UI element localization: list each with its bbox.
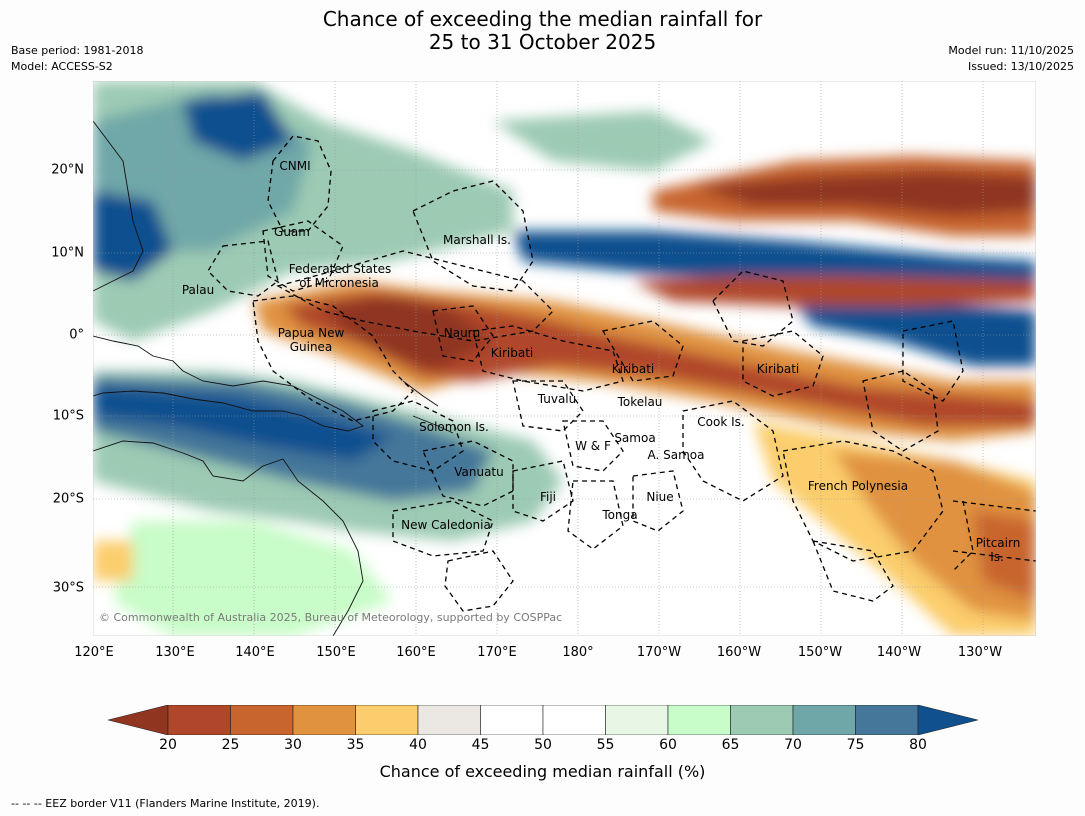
place-tokelau: Tokelau	[617, 395, 663, 409]
place-french-polynesia: French Polynesia	[808, 479, 908, 493]
colorbar-tick-label: 30	[284, 737, 302, 753]
place-vanuatu: Vanuatu	[454, 465, 504, 479]
colorbar-tick-label: 55	[596, 737, 615, 753]
model-name: Model: ACCESS-S2	[11, 60, 113, 73]
colorbar-tick-label: 25	[221, 737, 240, 753]
colorbar-tick-label: 50	[534, 737, 552, 753]
colorbar-extension-low	[108, 705, 169, 735]
place-niue: Niue	[646, 490, 673, 504]
colorbar-tick-label: 75	[846, 737, 865, 753]
place-labels: CNMI Guam Marshall Is. Federated States …	[182, 159, 1020, 564]
place-tuvalu: Tuvalu	[537, 392, 577, 406]
lon-label-140w: 140°W	[876, 645, 922, 660]
base-period-info: Base period: 1981-2018 Model: ACCESS-S2	[11, 43, 143, 75]
place-palau: Palau	[182, 283, 214, 297]
colorbar-tick-label: 45	[471, 737, 490, 753]
place-pitcairn-line-1: Pitcairn	[976, 536, 1021, 550]
coastlines	[93, 120, 454, 636]
lon-label-120e: 120°E	[74, 645, 114, 660]
lat-label-10n: 10°N	[51, 245, 84, 261]
colorbar-tick-label: 80	[909, 737, 927, 753]
colorbar-segment	[417, 705, 481, 735]
base-period: Base period: 1981-2018	[11, 44, 144, 57]
place-fiji: Fiji	[540, 490, 556, 504]
place-solomon-is: Solomon Is.	[419, 420, 489, 434]
colorbar-segment	[542, 705, 606, 735]
probability-field	[93, 81, 1036, 636]
lon-label-180: 180°	[562, 645, 594, 660]
title-line-2: 25 to 31 October 2025	[428, 30, 657, 54]
place-kiribati-west: Kiribati	[491, 346, 533, 360]
place-tonga: Tonga	[601, 508, 637, 522]
place-fsm-line-1: Federated States	[289, 262, 391, 276]
colorbar-tick-label: 20	[159, 737, 177, 753]
lon-label-160w: 160°W	[716, 645, 762, 660]
lon-label-150e: 150°E	[316, 645, 356, 660]
place-cnmi: CNMI	[279, 159, 310, 173]
model-run-info: Model run: 11/10/2025 Issued: 13/10/2025	[948, 43, 1074, 75]
lon-label-130w: 130°W	[957, 645, 1003, 660]
colorbar-tick-label: 40	[409, 737, 427, 753]
lon-label-150w: 150°W	[797, 645, 843, 660]
place-nauru: Nauru	[444, 326, 480, 340]
lat-label-30s: 30°S	[52, 580, 84, 596]
place-guam: Guam	[274, 225, 310, 239]
colorbar-segment	[292, 705, 356, 735]
colorbar	[108, 705, 978, 735]
colorbar-segment	[480, 705, 544, 735]
lon-label-170w: 170°W	[636, 645, 682, 660]
graticule	[93, 81, 1036, 636]
place-cook-is: Cook Is.	[697, 415, 744, 429]
colorbar-tick-label: 65	[721, 737, 740, 753]
place-kiribati-east: Kiribati	[757, 362, 799, 376]
colorbar-segment	[730, 705, 794, 735]
place-pitcairn-line-2: Is.	[990, 550, 1004, 564]
place-new-caledonia: New Caledonia	[401, 518, 491, 532]
place-png-line-1: Papua New	[278, 326, 345, 340]
lat-label-20s: 20°S	[52, 491, 84, 507]
lon-label-160e: 160°E	[396, 645, 436, 660]
colorbar-segment	[855, 705, 919, 735]
copyright-notice: © Commonwealth of Australia 2025, Bureau…	[99, 611, 562, 624]
colorbar-tick-label: 35	[346, 737, 365, 753]
colorbar-segment	[167, 705, 231, 735]
colorbar-label: Chance of exceeding median rainfall (%)	[379, 762, 706, 781]
colorbar-tick-label: 60	[659, 737, 677, 753]
lon-label-140e: 140°E	[235, 645, 275, 660]
place-samoa: Samoa	[614, 431, 655, 445]
lon-label-130e: 130°E	[155, 645, 195, 660]
colorbar-segment	[230, 705, 294, 735]
lat-label-0: 0°	[69, 327, 84, 343]
map-canvas: CNMI Guam Marshall Is. Federated States …	[93, 81, 1036, 636]
lat-label-10s: 10°S	[52, 408, 84, 424]
colorbar-tick-label: 70	[784, 737, 802, 753]
colorbar-segment	[355, 705, 419, 735]
place-png-line-2: Guinea	[290, 340, 333, 354]
eez-borders	[207, 135, 1036, 612]
place-marshall-is: Marshall Is.	[443, 233, 511, 247]
map-title: Chance of exceeding the median rainfall …	[0, 8, 1085, 54]
lon-label-170e: 170°E	[477, 645, 517, 660]
place-fsm-line-2: of Micronesia	[299, 276, 379, 290]
colorbar-extension-high	[917, 705, 978, 735]
place-wallis-futuna: W & F	[575, 439, 611, 453]
colorbar-segment	[792, 705, 856, 735]
model-run-date: Model run: 11/10/2025	[948, 44, 1074, 57]
colorbar-segment	[667, 705, 731, 735]
lat-label-20n: 20°N	[51, 162, 84, 178]
eez-legend-footnote: -- -- -- EEZ border V11 (Flanders Marine…	[11, 797, 320, 810]
rainfall-map: CNMI Guam Marshall Is. Federated States …	[93, 81, 1036, 636]
title-line-1: Chance of exceeding the median rainfall …	[322, 7, 763, 31]
place-american-samoa: A. Samoa	[648, 448, 705, 462]
place-kiribati-central: Kiribati	[612, 362, 654, 376]
issued-date: Issued: 13/10/2025	[967, 60, 1074, 73]
colorbar-segment	[605, 705, 669, 735]
